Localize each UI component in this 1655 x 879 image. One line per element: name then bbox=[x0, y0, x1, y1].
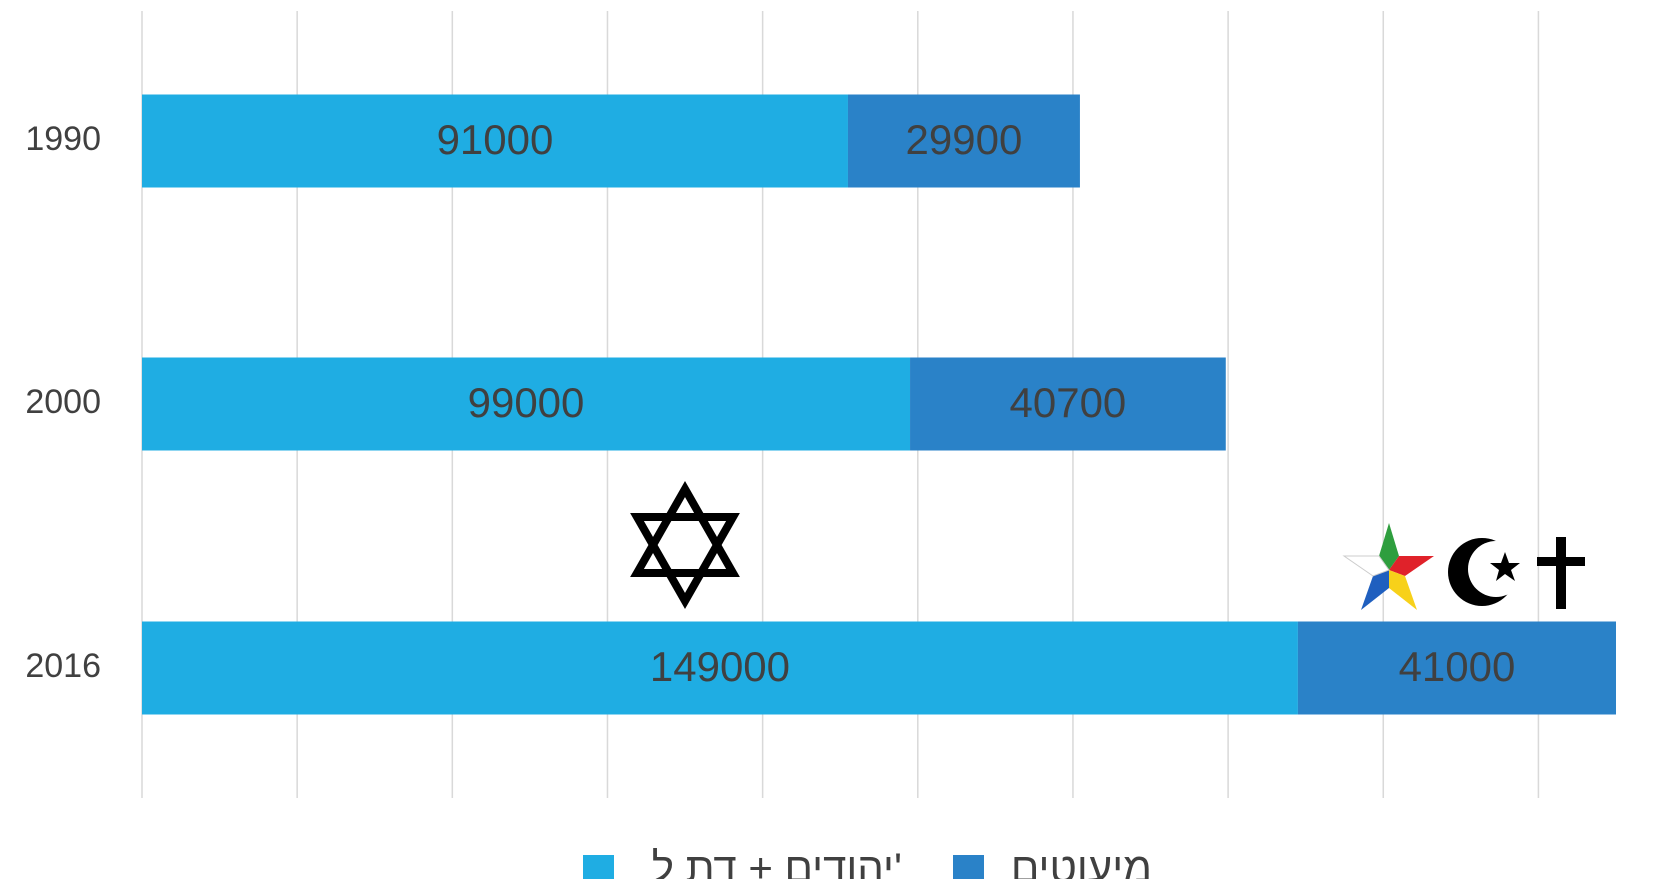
bar-segment bbox=[142, 94, 848, 188]
bar-segment bbox=[847, 94, 1080, 188]
data-label: 41000 bbox=[1399, 643, 1516, 690]
data-label: 149000 bbox=[650, 643, 790, 690]
bar-segment bbox=[910, 357, 1226, 451]
bar-segment bbox=[1297, 621, 1616, 715]
legend-label: מיעוטים bbox=[1011, 844, 1152, 879]
star-of-david-icon bbox=[630, 480, 740, 610]
legend-swatch bbox=[583, 855, 614, 879]
data-label: 99000 bbox=[468, 379, 585, 426]
legend-swatch bbox=[953, 855, 984, 879]
y-tick-label: 2000 bbox=[25, 383, 101, 421]
bar-segment bbox=[142, 357, 911, 451]
data-label: 91000 bbox=[437, 116, 554, 163]
data-label: 40700 bbox=[1010, 379, 1127, 426]
y-tick-label: 2016 bbox=[25, 647, 101, 685]
bar-segment bbox=[142, 621, 1298, 715]
y-tick-label: 1990 bbox=[25, 120, 101, 158]
druze-star-icon bbox=[1342, 523, 1434, 610]
cross-icon bbox=[1537, 537, 1585, 609]
data-label: 29900 bbox=[906, 116, 1023, 163]
crescent-icon bbox=[1448, 538, 1524, 606]
plot: 1990 91000 29900 2000 99000 40700 2016 149000 41… bbox=[25, 11, 1616, 879]
legend-label: יהודים + דת ל' bbox=[652, 844, 902, 879]
